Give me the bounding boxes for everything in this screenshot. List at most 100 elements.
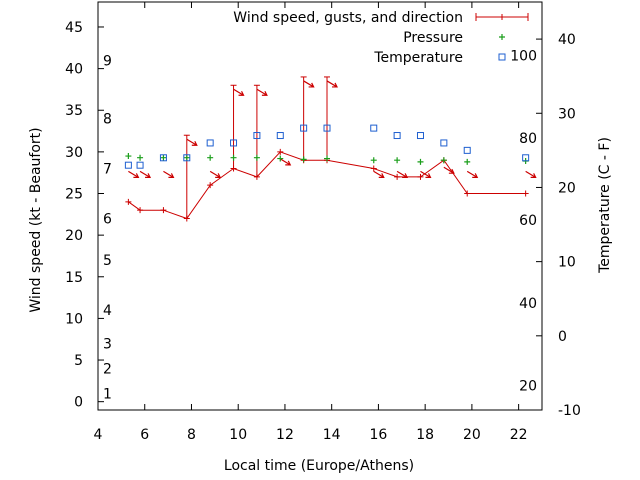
pressure-point [370, 157, 377, 164]
temperature-point [370, 124, 378, 132]
legend-label: Temperature [373, 50, 463, 66]
temperature-point [323, 124, 331, 132]
x-tick-label: 14 [323, 427, 341, 443]
wind-speed-point [207, 182, 214, 189]
wind-speed-point [183, 215, 190, 222]
wind-direction-arrow [303, 80, 315, 88]
x-tick-label: 22 [510, 427, 528, 443]
beaufort-label: 1 [103, 386, 112, 402]
wind-speed-point [230, 165, 237, 172]
y-left-tick-label: 20 [65, 228, 83, 244]
legend-wind-marker [499, 14, 505, 20]
y-left-tick-label: 30 [65, 145, 83, 161]
pressure-point [300, 156, 307, 163]
fahrenheit-label: 60 [519, 213, 537, 229]
wind-direction-arrow [373, 170, 385, 178]
y-left-tick-label: 40 [65, 62, 83, 78]
wind-direction-arrow [420, 170, 432, 178]
pressure-point [160, 154, 167, 161]
pressure-point [277, 155, 284, 162]
x-tick-label: 8 [187, 427, 196, 443]
wind-speed-point [464, 190, 471, 197]
x-tick-label: 10 [229, 427, 247, 443]
legend-label: Pressure [403, 30, 463, 46]
wind-direction-arrow [525, 170, 537, 178]
pressure-point [230, 154, 237, 161]
wind-direction-arrow [139, 170, 152, 178]
y-left-tick-label: 0 [74, 395, 83, 411]
temperature-point [159, 154, 167, 162]
wind-direction-arrow [396, 170, 409, 178]
fahrenheit-label: 20 [519, 379, 537, 395]
wind-speed-point [417, 173, 424, 180]
x-tick-label: 6 [140, 427, 149, 443]
y-right-tick-label: 30 [558, 106, 576, 122]
y-left-tick-label: 35 [65, 103, 83, 119]
temperature-point [124, 161, 132, 169]
x-tick-label: 16 [370, 427, 388, 443]
y-left-tick-label: 10 [65, 311, 83, 327]
pressure-point [125, 153, 132, 160]
y-right-tick-label: 10 [558, 255, 576, 271]
pressure-point [440, 157, 447, 164]
fahrenheit-label: 100 [510, 48, 537, 64]
temperature-point [183, 154, 191, 162]
x-tick-label: 4 [94, 427, 103, 443]
legend-temperature-marker [498, 53, 506, 61]
wind-direction-arrow [209, 170, 222, 178]
beaufort-label: 6 [103, 211, 112, 227]
legend: Wind speed, gusts, and direction Pressure… [233, 10, 529, 66]
legend-label: Wind speed, gusts, and direction [233, 10, 463, 26]
y-axis-label-left: Wind speed (kt - Beaufort) [28, 127, 44, 312]
y-left-tick-label: 15 [65, 270, 83, 286]
y-right-tick-label: 20 [558, 180, 576, 196]
x-tick-label: 20 [463, 427, 481, 443]
wind-direction-arrow [186, 138, 198, 146]
beaufort-label: 9 [103, 53, 112, 69]
temperature-point [300, 124, 308, 132]
temperature-point [230, 139, 238, 147]
y-right-tick-label: -10 [558, 403, 581, 419]
plot-frame [97, 1, 543, 411]
beaufort-label: 2 [103, 361, 112, 377]
y-axis-label-right: Temperature (C - F) [597, 137, 613, 274]
beaufort-label: 4 [103, 303, 112, 319]
x-tick-label: 18 [416, 427, 434, 443]
wind-speed-point [394, 173, 401, 180]
plot-area [124, 76, 537, 222]
pressure-point [464, 158, 471, 165]
wind-direction-arrow [233, 88, 245, 96]
beaufort-label: 3 [103, 336, 112, 352]
temperature-point [522, 154, 530, 162]
wind-direction-arrow [256, 88, 268, 96]
beaufort-label: 8 [103, 112, 112, 128]
beaufort-label: 5 [103, 253, 112, 269]
wind-speed-point [522, 190, 529, 197]
wind-speed-point [253, 173, 260, 180]
temperature-point [253, 132, 261, 140]
temperature-point [440, 139, 448, 147]
wind-direction-arrow [279, 158, 292, 166]
pressure-point [253, 154, 260, 161]
temperature-point [416, 132, 424, 140]
wind-direction-arrow [163, 170, 175, 178]
pressure-point [183, 154, 190, 161]
y-left-tick-label: 45 [65, 20, 83, 36]
y-right-tick-label: 0 [558, 329, 567, 345]
axes: 4 6 8 10 12 14 16 18 20 22051015202530354045-1001… [65, 2, 581, 443]
wind-direction-arrow [326, 80, 338, 88]
legend-pressure-marker [499, 34, 505, 40]
x-tick-label: 12 [276, 427, 294, 443]
temperature-point [276, 132, 284, 140]
y-left-tick-label: 25 [65, 187, 83, 203]
wind-direction-arrow [443, 166, 455, 174]
temperature-point [206, 139, 214, 147]
pressure-point [324, 155, 331, 162]
wind-speed-line [128, 151, 526, 220]
temperature-point [463, 146, 471, 154]
pressure-point [207, 154, 214, 161]
y-left-tick-label: 5 [74, 353, 83, 369]
temperature-point [393, 132, 401, 140]
pressure-point [417, 158, 424, 165]
